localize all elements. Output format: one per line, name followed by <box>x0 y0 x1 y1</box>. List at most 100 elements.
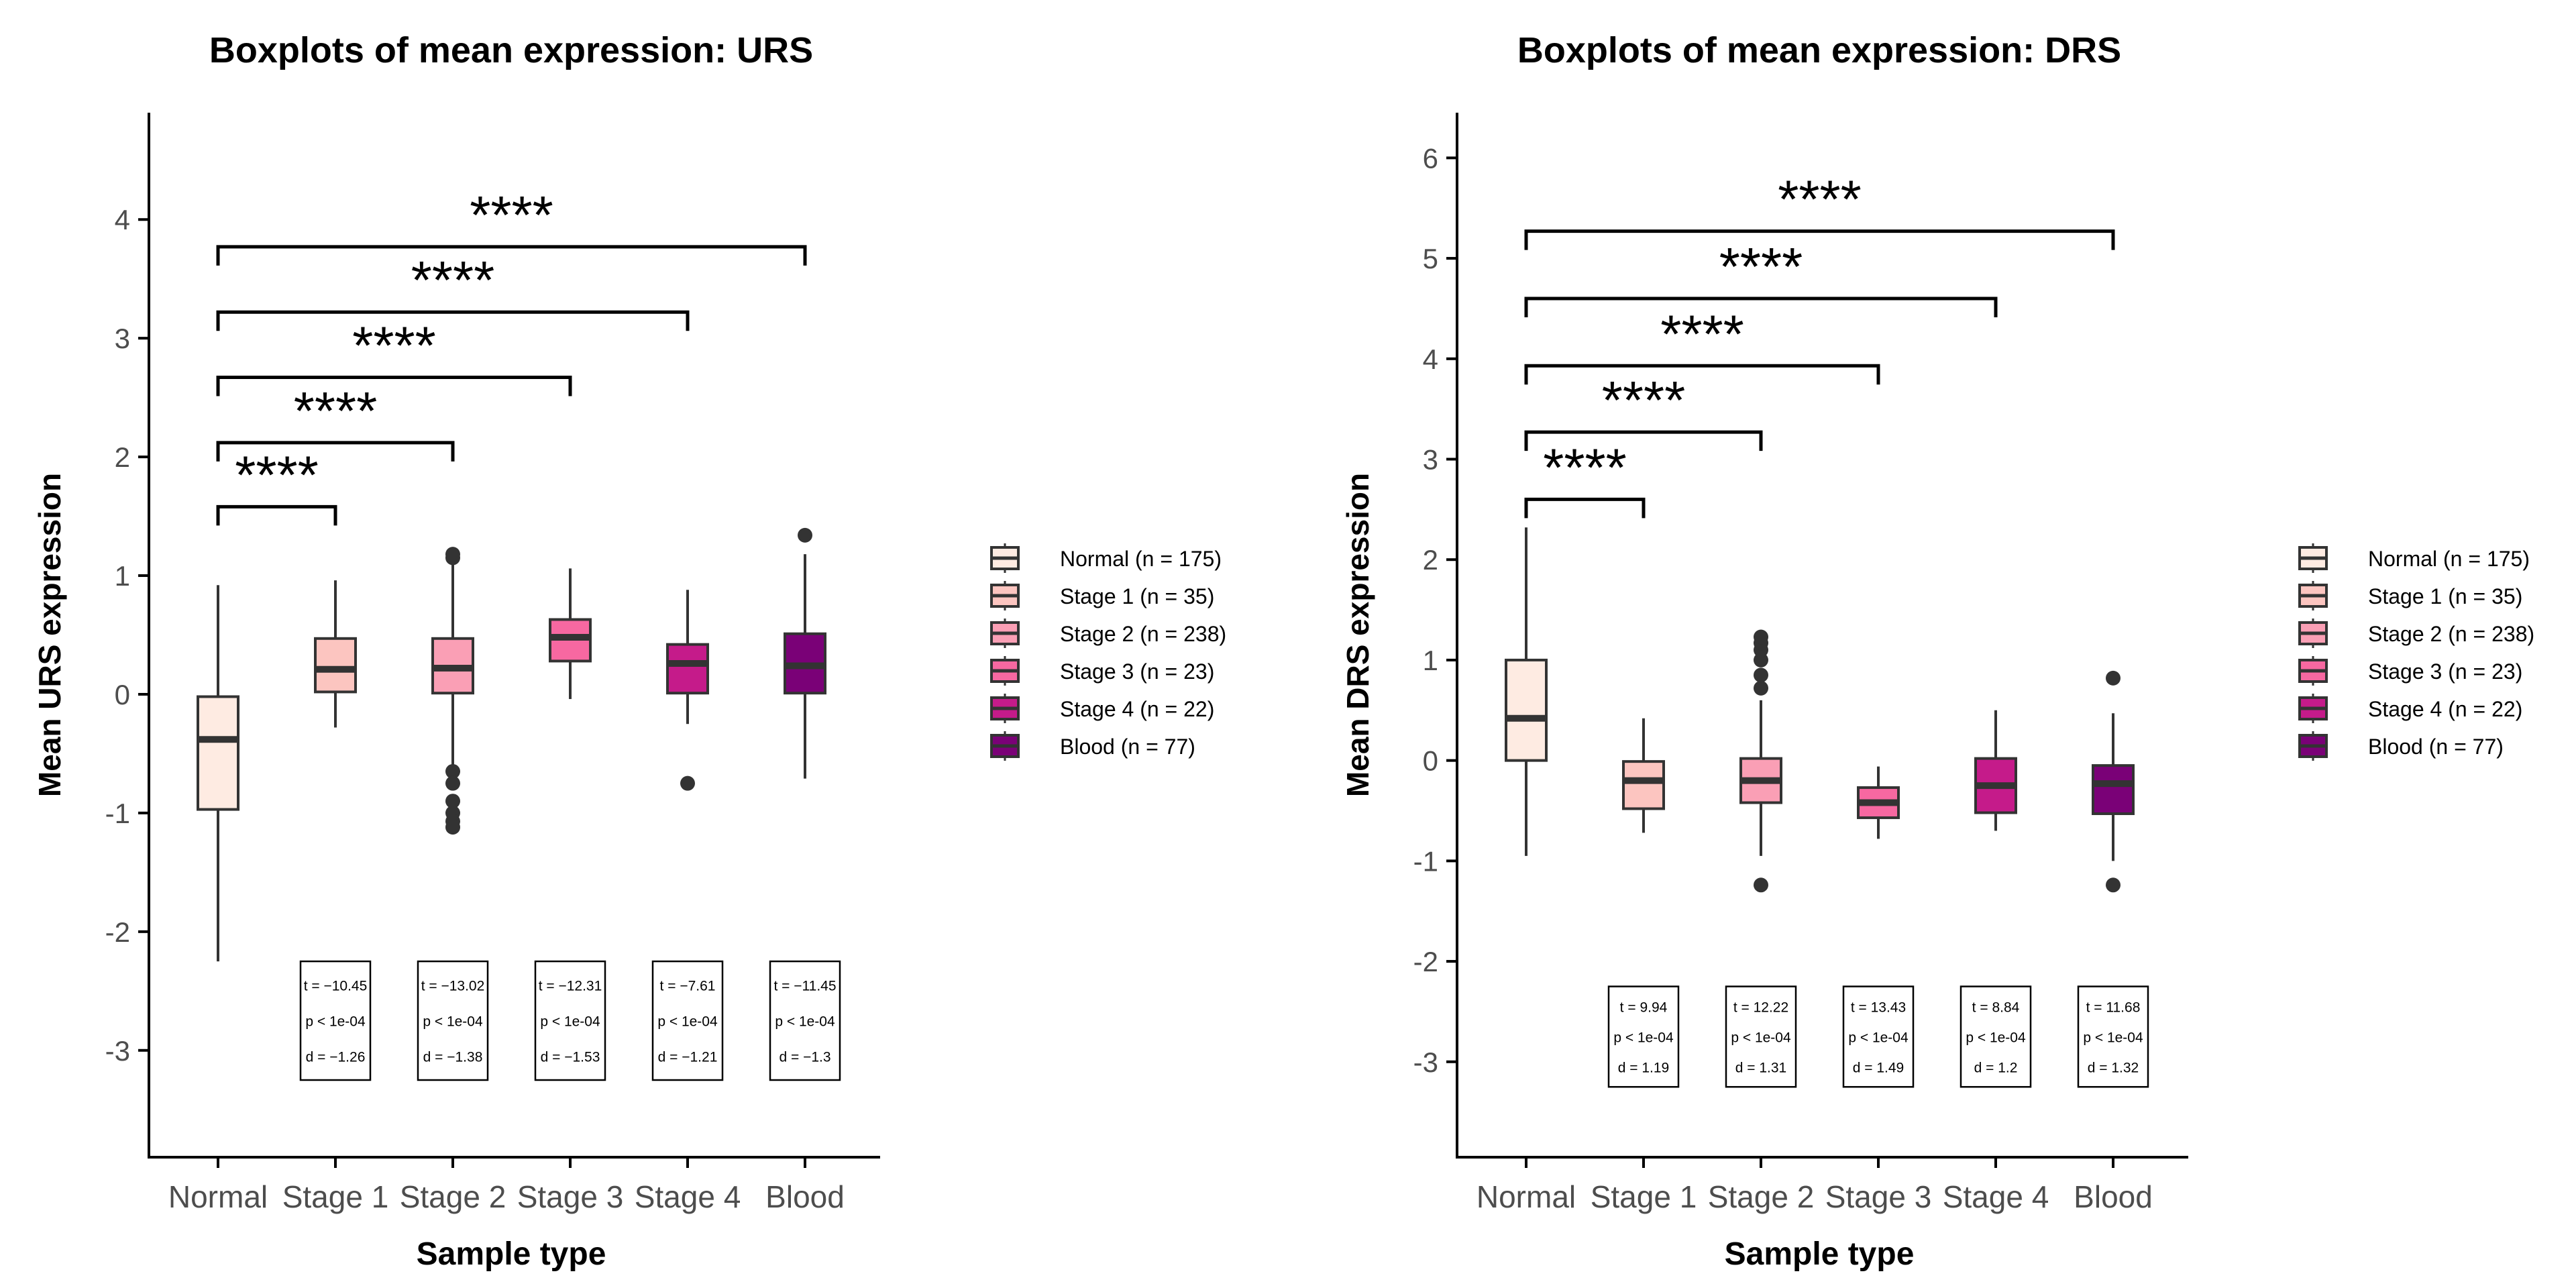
legend-label: Stage 4 (n = 22) <box>1060 697 1214 721</box>
outlier-point <box>1754 667 1768 683</box>
stats-box <box>1842 985 1915 1088</box>
significance-label: **** <box>411 250 495 310</box>
stats-box <box>299 960 372 1081</box>
stats-t: t = 12.22 <box>1733 1000 1788 1015</box>
x-tick-label: Stage 4 <box>635 1179 741 1214</box>
significance-bracket <box>216 376 572 396</box>
stats-box <box>651 960 724 1081</box>
chart-title: Boxplots of mean expression: DRS <box>1517 30 2121 70</box>
y-tick-label: 1 <box>115 560 130 592</box>
significance-bracket <box>1524 497 1646 519</box>
stats-box <box>2077 985 2149 1088</box>
significance-label: **** <box>1602 370 1686 430</box>
significance-label: **** <box>352 316 436 376</box>
chart-title: Boxplots of mean expression: URS <box>209 30 813 70</box>
significance-label: **** <box>294 381 378 441</box>
stats-d: d = 1.19 <box>1618 1060 1669 1075</box>
stats-t: t = −10.45 <box>304 978 368 994</box>
outlier-point <box>1754 629 1768 645</box>
stats-d: d = −1.38 <box>423 1050 483 1065</box>
stats-p: p < 1e-04 <box>657 1014 718 1030</box>
significance-bracket <box>216 310 690 331</box>
x-tick-label: Stage 1 <box>1591 1179 1697 1214</box>
significance-bracket <box>1524 364 1880 385</box>
y-tick-label: 4 <box>115 204 130 235</box>
outlier-point <box>680 775 695 791</box>
stats-t: t = 13.43 <box>1851 1000 1906 1015</box>
y-tick-label: -2 <box>1413 946 1438 977</box>
significance-bracket <box>216 245 807 266</box>
stats-p: p < 1e-04 <box>1966 1030 2026 1045</box>
stats-d: d = 1.31 <box>1735 1060 1786 1075</box>
box <box>314 637 357 694</box>
outlier-point <box>2106 670 2121 686</box>
legend-label: Normal (n = 175) <box>1060 547 1222 571</box>
outlier-point <box>445 820 460 835</box>
y-tick-label: 2 <box>115 441 130 473</box>
significance-label: **** <box>1778 170 1862 229</box>
stats-box <box>769 960 841 1081</box>
stats-d: d = −1.26 <box>306 1050 366 1065</box>
legend-label: Stage 1 (n = 35) <box>2368 584 2522 608</box>
outlier-point <box>798 527 812 543</box>
box <box>1622 760 1665 810</box>
outlier-point <box>1754 877 1768 893</box>
significance-bracket <box>216 441 455 462</box>
y-tick-label: 0 <box>115 679 130 710</box>
outlier-point <box>445 763 460 779</box>
stats-p: p < 1e-04 <box>1848 1030 1909 1045</box>
urs-panel: Boxplots of mean expression: URS -3 -2 -1 0 1… <box>32 30 1226 1272</box>
y-tick-label: 4 <box>1423 343 1438 375</box>
stats-p: p < 1e-04 <box>540 1014 600 1030</box>
legend-label: Stage 4 (n = 22) <box>2368 697 2522 721</box>
stats-d: d = −1.21 <box>658 1050 718 1065</box>
outlier-point <box>445 794 460 809</box>
stats-t: t = −11.45 <box>773 978 836 994</box>
stats-p: p < 1e-04 <box>1613 1030 1674 1045</box>
y-tick-label: -2 <box>105 916 130 948</box>
significance-label: **** <box>1719 237 1803 297</box>
y-axis-label: Mean URS expression <box>32 473 67 797</box>
y-tick-label: 0 <box>1423 745 1438 777</box>
y-tick-label: 3 <box>115 323 130 354</box>
drs-panel: Boxplots of mean expression: DRS -3 -2 -1 0 1… <box>1340 30 2534 1272</box>
significance-label: **** <box>1543 437 1627 497</box>
stats-t: t = −12.31 <box>539 978 602 994</box>
legend-label: Normal (n = 175) <box>2368 547 2530 571</box>
stats-d: d = 1.2 <box>1974 1060 2018 1075</box>
box <box>666 643 709 695</box>
legend-label: Blood (n = 77) <box>2368 735 2504 759</box>
outlier-point <box>2106 877 2121 893</box>
x-tick-label: Stage 4 <box>1943 1179 2049 1214</box>
y-tick-label: 5 <box>1423 243 1438 274</box>
stats-box <box>1607 985 1680 1088</box>
x-axis-label: Sample type <box>417 1236 606 1272</box>
x-tick-label: Stage 1 <box>282 1179 389 1214</box>
y-tick-label: 2 <box>1423 544 1438 576</box>
significance-bracket <box>1524 430 1763 451</box>
outlier-point <box>1754 680 1768 696</box>
stats-d: d = 1.32 <box>2088 1060 2139 1075</box>
stats-p: p < 1e-04 <box>423 1014 483 1030</box>
significance-bracket <box>216 504 337 526</box>
significance-bracket <box>1524 229 2115 250</box>
outlier-point <box>445 547 460 562</box>
stats-p: p < 1e-04 <box>775 1014 835 1030</box>
stats-d: d = −1.3 <box>779 1050 830 1065</box>
y-tick-label: -3 <box>105 1035 130 1067</box>
outlier-point <box>445 775 460 791</box>
stats-p: p < 1e-04 <box>1731 1030 1791 1045</box>
significance-label: **** <box>470 185 553 245</box>
legend-label: Stage 3 (n = 23) <box>1060 659 1214 684</box>
stats-box <box>417 960 489 1081</box>
legend-label: Blood (n = 77) <box>1060 735 1195 759</box>
significance-bracket <box>1524 297 1998 317</box>
y-axis-label: Mean DRS expression <box>1340 473 1375 797</box>
y-tick-label: -1 <box>105 798 130 829</box>
stats-box <box>534 960 606 1081</box>
stats-p: p < 1e-04 <box>2083 1030 2143 1045</box>
stats-t: t = 9.94 <box>1620 1000 1668 1015</box>
y-tick-label: -1 <box>1413 845 1438 877</box>
legend-label: Stage 2 (n = 238) <box>1060 622 1226 646</box>
